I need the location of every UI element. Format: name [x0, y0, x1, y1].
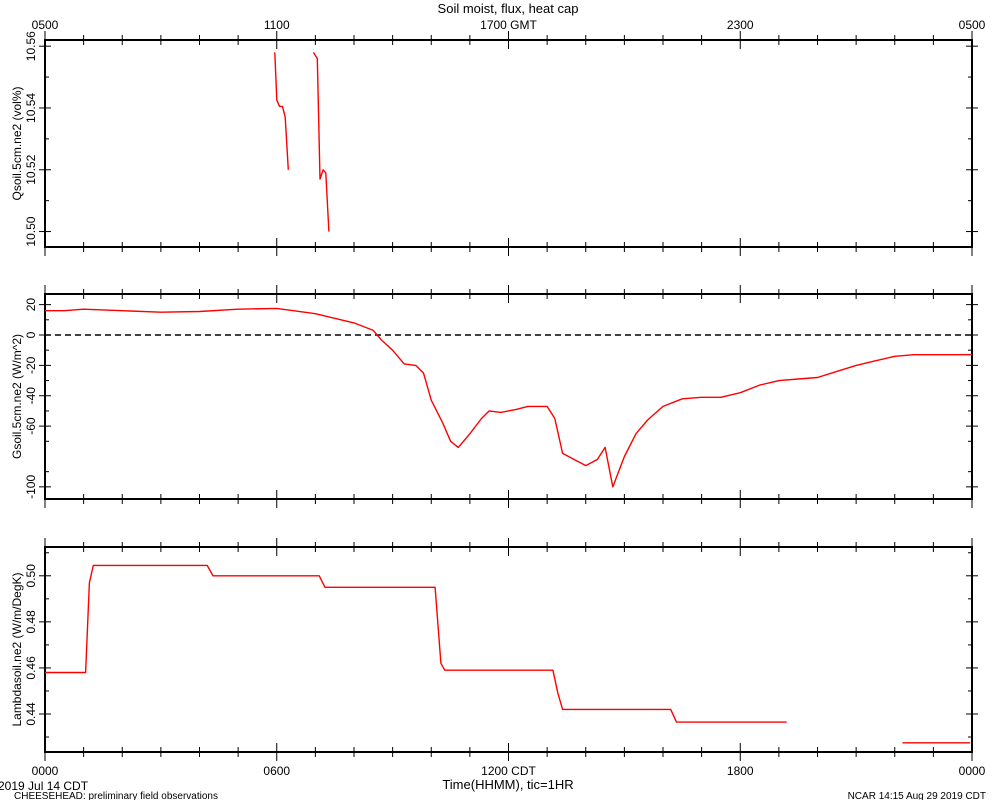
bottom-tick-label: 0600	[263, 764, 290, 778]
y-axis-label: Lambdasoil.ne2 (W/m/DegK)	[10, 572, 24, 726]
data-series-line	[274, 52, 289, 170]
y-tick-label: 20	[24, 298, 38, 312]
bottom-tick-label: 0000	[32, 764, 59, 778]
panel-frame	[44, 293, 973, 500]
y-tick-label: -100	[24, 475, 38, 499]
top-tick-label: 1100	[264, 18, 290, 32]
chart-title: Soil moist, flux, heat cap	[438, 1, 579, 16]
bottom-tick-label: 1800	[727, 764, 754, 778]
y-tick-label: 10.54	[24, 93, 38, 123]
panel-2: 20 0 -20 -40 -60 -100 Gsoil.5cm.ne2 (W/m^2)	[10, 285, 978, 508]
y-axis-label: Gsoil.5cm.ne2 (W/m^2)	[10, 334, 24, 459]
y-tick-label: 0.50	[24, 564, 38, 588]
y-tick-label: 0.44	[24, 702, 38, 726]
x-axis-label: Time(HHMM), tic=1HR	[442, 777, 573, 792]
panels: 10.50 10.52 10.54 10.56 Qsoil.5cm.ne2 (vol%)…	[10, 31, 978, 761]
date-label: 2019 Jul 14 CDT	[0, 779, 89, 793]
y-tick-label: 0	[24, 331, 38, 338]
panel-frame	[44, 39, 973, 248]
y-axis-label: Qsoil.5cm.ne2 (vol%)	[10, 86, 24, 200]
top-axis-labels: 0500 1100 1700 GMT 2300 0500	[32, 18, 986, 32]
top-tick-label: 2300	[727, 18, 754, 32]
bottom-axis-labels: 0000 0600 1200 CDT 1800 0000	[32, 764, 986, 778]
top-tick-label: 1700 GMT	[480, 18, 537, 32]
y-tick-label: -60	[24, 417, 38, 435]
data-series-line	[45, 307, 972, 488]
data-series-line	[312, 52, 330, 232]
y-tick-label: 10.56	[24, 31, 38, 61]
y-tick-label: -40	[24, 387, 38, 405]
top-tick-label: 0500	[32, 18, 59, 32]
y-tick-label: 0.48	[24, 610, 38, 634]
footer-right: NCAR 14:15 Aug 29 2019 CDT	[848, 791, 986, 800]
y-tick-label: 10.52	[24, 154, 38, 184]
data-series-line	[45, 564, 787, 723]
y-tick-label: -20	[24, 356, 38, 374]
top-tick-label: 0500	[959, 18, 986, 32]
y-tick-label: 10.50	[24, 216, 38, 246]
footer-left: CHEESEHEAD: preliminary field observatio…	[14, 791, 218, 800]
y-tick-label: 0.46	[24, 656, 38, 680]
panel-1: 10.50 10.52 10.54 10.56 Qsoil.5cm.ne2 (vol%)	[10, 31, 978, 256]
bottom-tick-label: 0000	[959, 764, 986, 778]
bottom-tick-label: 1200 CDT	[481, 764, 536, 778]
panel-frame	[44, 546, 973, 753]
